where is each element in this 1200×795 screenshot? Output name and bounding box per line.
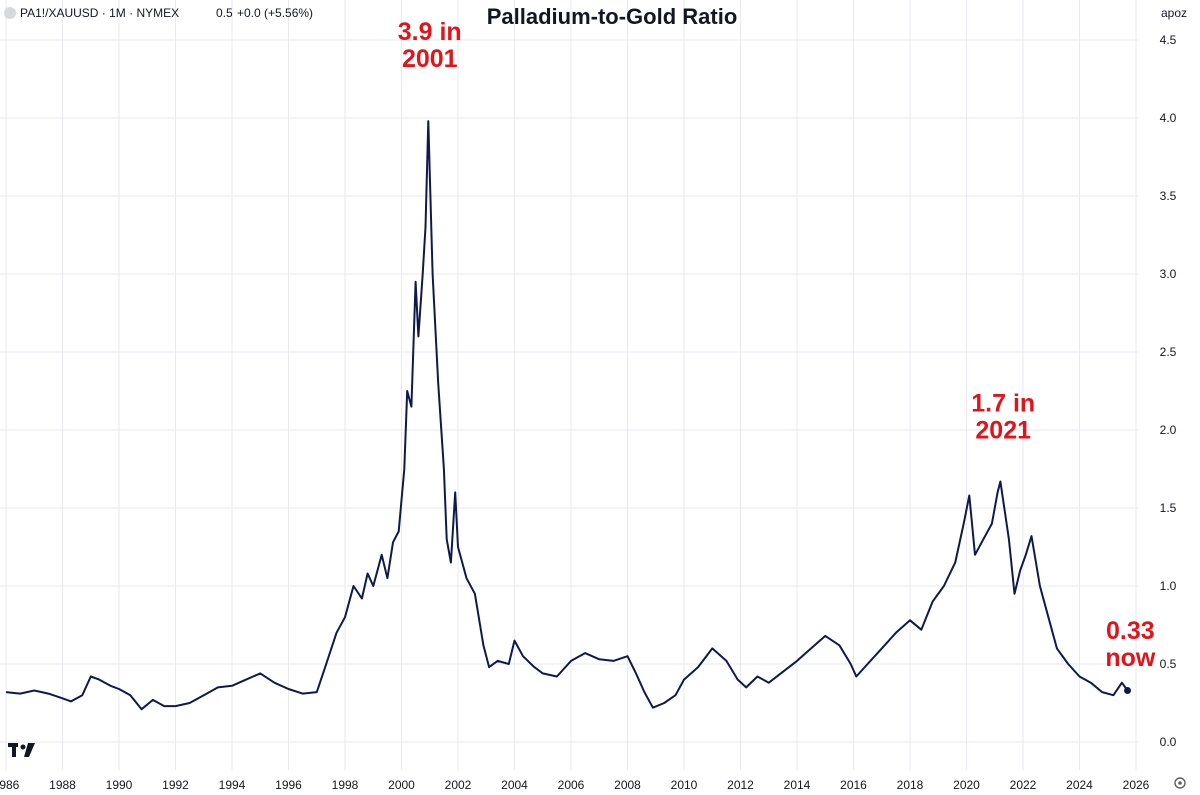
x-tick-label: 2004 [501, 778, 528, 792]
x-tick-label: 2018 [897, 778, 924, 792]
symbol-value: 0.5 [216, 6, 233, 20]
chart-title: Palladium-to-Gold Ratio [487, 4, 738, 29]
x-tick-label: 2022 [1010, 778, 1037, 792]
x-tick-label: 2008 [614, 778, 641, 792]
symbol-logo-icon [4, 7, 16, 19]
y-tick-label: 0.5 [1160, 657, 1177, 671]
annotation-text: 3.9 in [398, 18, 462, 46]
last-value-dot [1124, 687, 1132, 695]
y-tick-label: 2.0 [1160, 423, 1177, 437]
y-tick-label: 3.0 [1160, 267, 1177, 281]
y-tick-label: 2.5 [1160, 345, 1177, 359]
annotation-text: 2001 [402, 45, 458, 73]
x-tick-label: 2010 [671, 778, 698, 792]
x-tick-label: 2006 [558, 778, 585, 792]
y-tick-label: 3.5 [1160, 189, 1177, 203]
x-tick-label: 2024 [1066, 778, 1093, 792]
annotation-text: now [1105, 644, 1156, 672]
x-tick-label: 2002 [445, 778, 472, 792]
x-tick-label: 2020 [953, 778, 980, 792]
x-tick-label: 2014 [784, 778, 811, 792]
x-tick-label: 1992 [162, 778, 189, 792]
symbol-change: +0.0 (+5.56%) [237, 6, 313, 20]
series-line-pa-xau [5, 120, 1129, 711]
x-axis[interactable]: 1986 1988 1990 1992 1994 1996 1998 2000 2002 2004… [0, 778, 1150, 792]
x-tick-label: 2000 [388, 778, 415, 792]
y-tick-label: 0.0 [1160, 735, 1177, 749]
symbol-legend[interactable]: PA1!/XAUUSD · 1M · NYMEX 0.5 +0.0 (+5.56… [4, 6, 313, 20]
x-tick-label: 2016 [840, 778, 867, 792]
x-tick-label: 2026 [1123, 778, 1150, 792]
x-tick-label: 1986 [0, 778, 20, 792]
y-tick-label: 1.5 [1160, 501, 1177, 515]
unit-badge[interactable]: apoz [1161, 6, 1187, 20]
x-tick-label: 2012 [727, 778, 754, 792]
x-tick-label: 1998 [332, 778, 359, 792]
annotation-text: 2021 [975, 416, 1031, 444]
symbol-name: PA1!/XAUUSD · 1M · NYMEX [20, 6, 179, 20]
tradingview-logo-icon[interactable] [8, 743, 35, 757]
y-axis[interactable]: 0.0 0.5 1.0 1.5 2.0 2.5 3.0 3.5 4.0 4.5 [1160, 33, 1177, 749]
settings-gear-icon[interactable] [1174, 777, 1186, 789]
y-tick-label: 4.0 [1160, 111, 1177, 125]
x-tick-label: 1988 [49, 778, 76, 792]
grid-lines [0, 0, 1138, 770]
annotation-text: 1.7 in [971, 389, 1035, 417]
x-tick-label: 1996 [275, 778, 302, 792]
y-tick-label: 4.5 [1160, 33, 1177, 47]
y-tick-label: 1.0 [1160, 579, 1177, 593]
annotation-text: 0.33 [1106, 617, 1155, 645]
x-tick-label: 1994 [219, 778, 246, 792]
x-tick-label: 1990 [106, 778, 133, 792]
